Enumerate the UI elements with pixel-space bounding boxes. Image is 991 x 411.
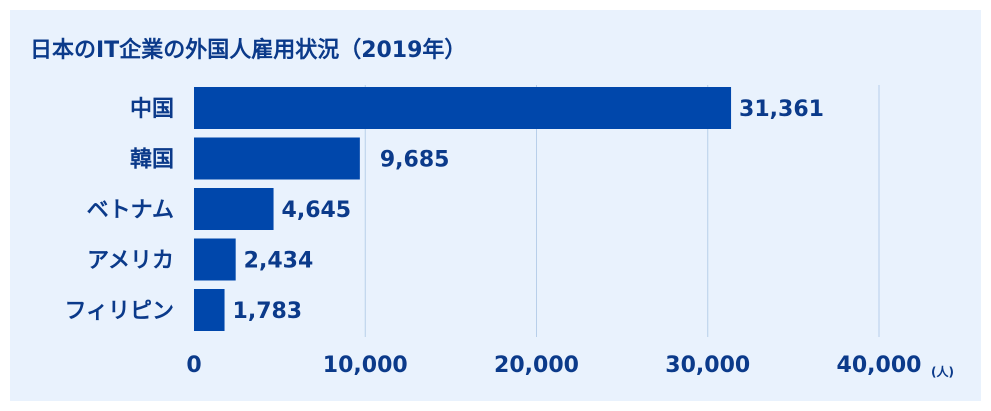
chart-title: 日本のIT企業の外国人雇用状況（2019年） xyxy=(30,38,467,63)
bar xyxy=(194,188,274,230)
value-label: 31,361 xyxy=(739,97,824,122)
x-tick-label: 10,000 xyxy=(323,353,408,378)
bar xyxy=(194,238,236,281)
x-tick-label: 30,000 xyxy=(665,353,750,378)
category-label: フィリピン xyxy=(64,299,174,324)
bar xyxy=(194,289,225,331)
chart-panel: 日本のIT企業の外国人雇用状況（2019年） 中国韓国ベトナムアメリカフィリピン… xyxy=(10,10,981,401)
value-label: 4,645 xyxy=(282,198,352,223)
category-label: ベトナム xyxy=(87,198,174,223)
x-tick-label: 0 xyxy=(186,353,201,378)
value-label: 1,783 xyxy=(233,299,303,324)
bar xyxy=(194,137,360,180)
value-label: 2,434 xyxy=(244,249,314,274)
value-labels: 31,361 9,685 4,645 2,434 1,783 xyxy=(233,97,824,324)
category-label: アメリカ xyxy=(87,249,174,274)
category-label: 韓国 xyxy=(130,147,174,173)
x-tick-label: 40,000 xyxy=(837,353,922,378)
bar xyxy=(194,87,732,129)
bars xyxy=(194,87,732,331)
category-label: 中国 xyxy=(130,97,174,122)
x-tick-labels: 0 10,000 20,000 30,000 40,000 xyxy=(186,353,921,378)
x-tick-label: 20,000 xyxy=(494,353,579,378)
value-label: 9,685 xyxy=(380,148,450,173)
x-unit-label: (人) xyxy=(931,364,954,379)
